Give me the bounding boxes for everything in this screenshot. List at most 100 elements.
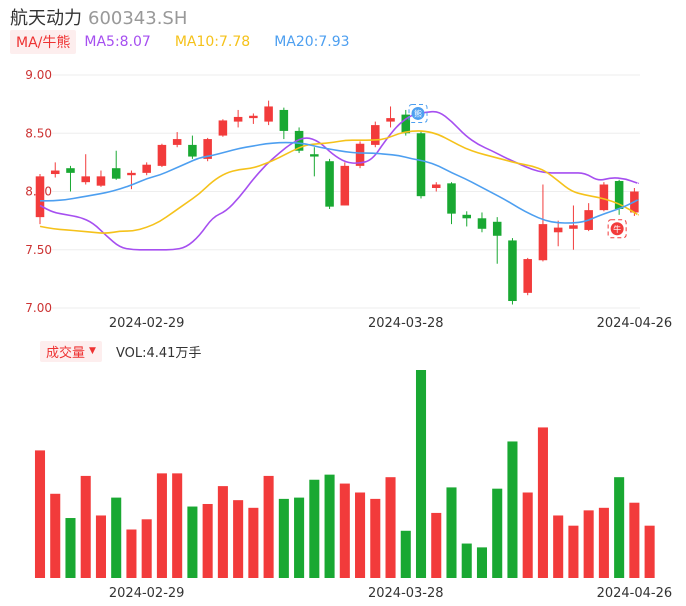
candle-body [508, 240, 517, 302]
candle-body [310, 154, 319, 157]
candle[interactable] [492, 217, 502, 264]
ma10-legend: MA10:7.78 [174, 34, 251, 50]
volume-bar [50, 493, 61, 578]
candle[interactable] [584, 203, 593, 232]
candle[interactable] [111, 150, 121, 180]
moving-average-lines [39, 110, 639, 251]
candle[interactable] [279, 107, 289, 140]
candle[interactable] [249, 113, 258, 124]
candle[interactable] [431, 182, 441, 192]
candle-body [462, 214, 472, 219]
volume-bar [80, 475, 91, 578]
candle-body [386, 118, 395, 122]
candle[interactable] [553, 220, 563, 247]
candle[interactable] [157, 143, 167, 168]
candle-body [111, 168, 121, 179]
bear-icon: 熊 [408, 103, 428, 123]
candle[interactable] [66, 165, 75, 192]
ma-indicator-selector[interactable]: MA/牛熊 [10, 30, 77, 54]
candle-body [279, 109, 289, 131]
candle-body [264, 106, 273, 122]
volume-bar [95, 515, 106, 578]
volume-bar [294, 497, 305, 578]
candle-body [142, 164, 151, 173]
volume-bar [629, 502, 640, 578]
volume-bar [553, 515, 564, 578]
candle-body [50, 170, 60, 175]
candle[interactable] [50, 162, 60, 178]
y-tick-label: 9.00 [25, 68, 52, 82]
candlestick-series[interactable] [35, 100, 639, 305]
volume-bar [263, 475, 274, 578]
candle[interactable] [81, 154, 90, 185]
candle-body [249, 115, 258, 119]
candle-body [233, 116, 243, 122]
volume-bar [355, 492, 366, 578]
candle[interactable] [35, 174, 45, 225]
candle-body [203, 139, 212, 159]
candle[interactable] [188, 135, 197, 159]
candle[interactable] [371, 121, 380, 148]
x-tick-label: 2024-02-29 [109, 316, 185, 331]
x-tick-label: 2024-04-26 [597, 586, 673, 601]
candle-body [188, 144, 197, 157]
volume-bar [248, 507, 259, 578]
volume-bar [415, 370, 427, 578]
candle[interactable] [325, 158, 334, 209]
candle[interactable] [142, 162, 151, 176]
candle[interactable] [462, 211, 472, 227]
candle[interactable] [172, 132, 182, 148]
volume-bar [400, 530, 411, 578]
candle[interactable] [508, 238, 517, 305]
volume-bar [65, 518, 76, 578]
ma20-legend: MA20:7.93 [274, 34, 350, 50]
volume-legend: 成交量 ▼ VOL:4.41万手 [40, 340, 202, 362]
candle[interactable] [386, 106, 395, 128]
candle[interactable] [477, 212, 487, 233]
candle[interactable] [310, 147, 319, 177]
candle[interactable] [218, 119, 228, 137]
volume-bar [278, 498, 289, 578]
volume-bar [644, 525, 655, 578]
svg-text:熊: 熊 [414, 108, 422, 118]
x-tick-label: 2024-04-26 [597, 316, 673, 331]
volume-bar [598, 507, 609, 578]
candle[interactable] [416, 130, 426, 199]
candle[interactable] [355, 141, 365, 169]
y-tick-label: 7.00 [25, 301, 52, 315]
volume-bar [111, 497, 122, 578]
candle-body [492, 221, 502, 236]
candle[interactable] [203, 137, 212, 162]
candle[interactable] [569, 205, 578, 250]
candle-body [523, 259, 532, 293]
candle-body [218, 120, 228, 136]
svg-text:牛: 牛 [613, 224, 621, 234]
volume-bars[interactable] [34, 370, 655, 578]
candle[interactable] [447, 182, 456, 225]
volume-bar [141, 519, 152, 578]
volume-indicator-selector[interactable]: 成交量 ▼ [40, 340, 102, 362]
candle-body [553, 227, 563, 233]
candle-body [599, 184, 609, 211]
candle-body [355, 143, 365, 166]
volume-bar [217, 486, 228, 578]
candle[interactable] [523, 257, 532, 296]
volume-bar [614, 477, 625, 578]
candle-body [401, 114, 411, 134]
candle-body [447, 183, 456, 214]
candle-body [96, 176, 106, 186]
volume-value: VOL:4.41万手 [115, 345, 202, 361]
candle[interactable] [96, 170, 106, 187]
candle[interactable] [538, 184, 548, 262]
volume-bar [324, 474, 335, 578]
candle[interactable] [340, 162, 350, 206]
x-tick-label: 2024-03-28 [368, 586, 444, 601]
candle-body [172, 139, 182, 145]
candle[interactable] [233, 109, 243, 128]
candle-body [416, 133, 426, 197]
volume-bar [431, 512, 442, 578]
candle[interactable] [264, 100, 273, 126]
candle[interactable] [127, 170, 136, 190]
candle[interactable] [599, 182, 609, 212]
